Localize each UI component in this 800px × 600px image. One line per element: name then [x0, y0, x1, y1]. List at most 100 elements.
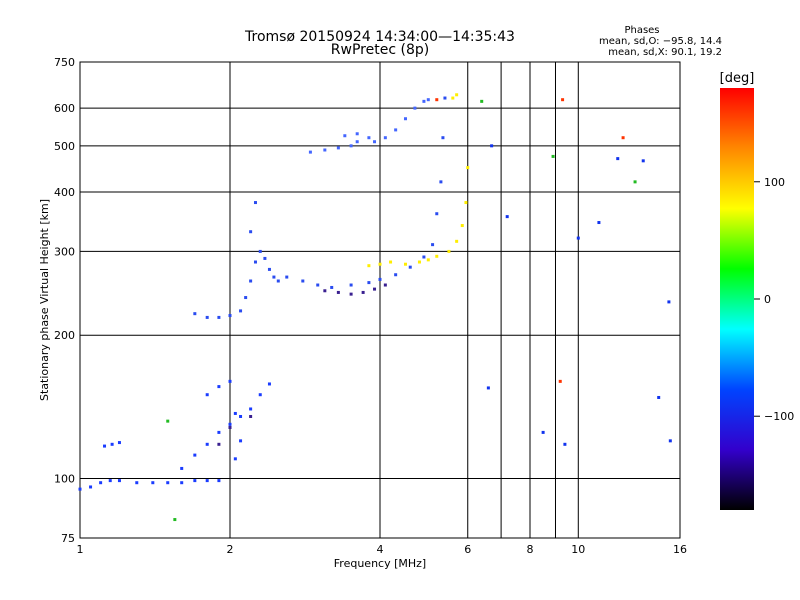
data-point [435, 212, 439, 216]
y-axis-label: Stationary phase Virtual Height [km] [38, 199, 51, 401]
data-point [367, 264, 371, 268]
data-point [228, 425, 232, 429]
data-point [244, 296, 248, 300]
data-point [267, 382, 271, 386]
data-point [505, 215, 509, 219]
data-point [258, 249, 262, 253]
data-point [417, 260, 421, 264]
phases-line-o: mean, sd,O: −95.8, 14.4 [599, 36, 722, 47]
data-point [413, 106, 417, 110]
data-point [117, 479, 121, 483]
data-point [378, 277, 382, 281]
data-point [330, 285, 334, 289]
data-point [193, 312, 197, 316]
data-point [193, 453, 197, 457]
data-point [455, 93, 459, 97]
x-tick-label: 4 [377, 543, 384, 556]
data-point [249, 230, 253, 234]
x-tick-label: 2 [227, 543, 234, 556]
data-point [217, 442, 221, 446]
data-point [135, 481, 139, 485]
x-tick-label: 8 [527, 543, 534, 556]
x-tick-label: 10 [571, 543, 585, 556]
data-point [349, 292, 353, 296]
data-point [323, 148, 327, 152]
data-point [89, 485, 93, 489]
data-point [263, 256, 267, 260]
data-point [217, 315, 221, 319]
x-axis-label: Frequency [MHz] [334, 557, 426, 570]
data-point [408, 265, 412, 269]
data-point [667, 300, 671, 304]
data-point [361, 290, 365, 294]
data-point [349, 283, 353, 287]
data-point [561, 98, 565, 102]
data-point [205, 479, 209, 483]
data-points [78, 93, 672, 522]
data-point [110, 442, 114, 446]
data-point [117, 441, 121, 445]
data-point [403, 117, 407, 121]
data-point [443, 96, 447, 100]
colorbar-tick-label: 100 [764, 176, 785, 189]
data-point [460, 224, 464, 228]
data-point [541, 430, 545, 434]
data-point [308, 150, 312, 154]
data-point [490, 144, 494, 148]
data-point [576, 236, 580, 240]
x-tick-label: 1 [77, 543, 84, 556]
data-point [99, 481, 103, 485]
phases-line-x: mean, sd,X: 90.1, 19.2 [608, 47, 722, 58]
data-point [426, 98, 430, 102]
y-axis-ticks: 75 100 200 300 400 500 600 750 [54, 56, 75, 545]
data-point [394, 273, 398, 277]
data-point [621, 136, 625, 140]
data-point [193, 479, 197, 483]
data-point [217, 479, 221, 483]
data-point [447, 249, 451, 253]
data-point [455, 239, 459, 243]
data-point [239, 414, 243, 418]
data-point [633, 180, 637, 184]
data-point [173, 518, 177, 522]
data-point [258, 393, 262, 397]
data-point [439, 180, 443, 184]
data-point [355, 132, 359, 136]
data-point [597, 221, 601, 225]
data-point [151, 481, 155, 485]
y-tick-label: 100 [54, 473, 75, 486]
data-point [435, 98, 439, 102]
data-point [78, 487, 82, 491]
data-point [205, 393, 209, 397]
data-point [480, 99, 484, 103]
x-tick-label: 6 [464, 543, 471, 556]
y-tick-label: 750 [54, 56, 75, 69]
data-point [451, 96, 455, 100]
data-point [343, 134, 347, 138]
chart-title: Tromsø 20150924 14:34:00—14:35:43 [244, 29, 515, 45]
data-point [355, 140, 359, 144]
data-point [466, 166, 470, 170]
colorbar [720, 88, 754, 510]
data-point [367, 281, 371, 285]
y-tick-label: 500 [54, 140, 75, 153]
data-point [233, 457, 237, 461]
data-point [205, 442, 209, 446]
data-point [378, 262, 382, 266]
data-point [336, 146, 340, 150]
data-point [180, 466, 184, 470]
colorbar-label: [deg] [720, 71, 755, 86]
data-point [464, 201, 468, 205]
data-point [422, 255, 426, 259]
phases-title: Phases [624, 25, 659, 36]
data-point [228, 314, 232, 318]
data-point [228, 422, 232, 426]
data-point [108, 479, 112, 483]
data-point [367, 136, 371, 140]
data-point [394, 128, 398, 132]
data-point [373, 140, 377, 144]
data-point [551, 154, 555, 158]
data-point [657, 395, 661, 399]
y-tick-label: 400 [54, 186, 75, 199]
data-point [431, 243, 435, 247]
